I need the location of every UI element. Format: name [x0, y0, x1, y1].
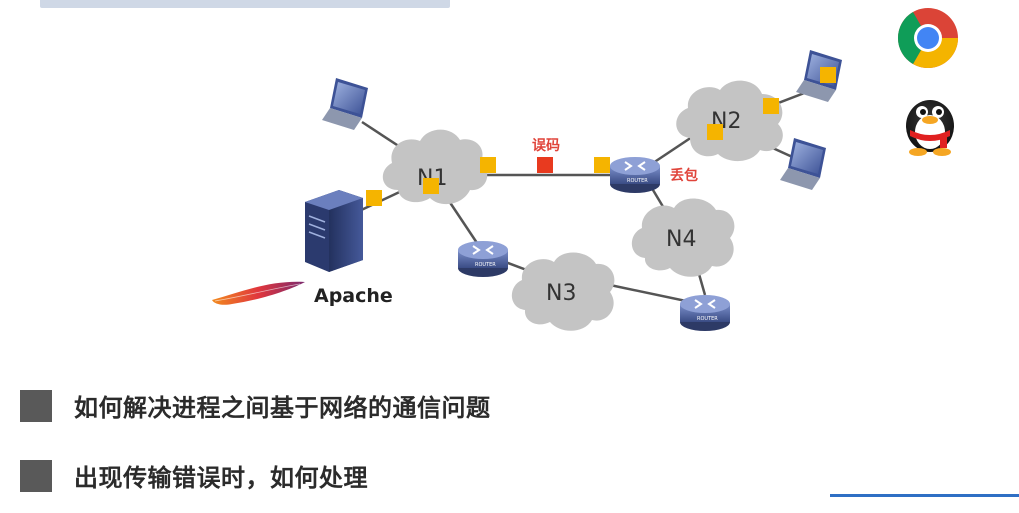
- cloud-label-n4: N4: [666, 227, 696, 252]
- cloud-n4: N4: [631, 198, 735, 277]
- qq-penguin-icon: [906, 100, 954, 156]
- router-n3-left: ROUTER: [458, 241, 508, 277]
- packet: [423, 178, 439, 194]
- bullet-text: 出现传输错误时，如何处理: [74, 464, 368, 492]
- cloud-n2: N2: [676, 80, 783, 162]
- cloud-n3: N3: [511, 252, 615, 331]
- laptop-right: [780, 138, 826, 190]
- error-label: 误码: [532, 138, 560, 154]
- bullet-square-icon: [20, 389, 52, 422]
- cloud-label-n3: N3: [546, 281, 576, 306]
- router-caption: ROUTER: [627, 178, 648, 184]
- accent-underline: [830, 494, 1019, 497]
- router-caption: ROUTER: [475, 262, 496, 268]
- apache-label: Apache: [314, 285, 393, 307]
- bullet-item: 如何解决进程之间基于网络的通信问题: [20, 388, 491, 423]
- packet: [763, 98, 779, 114]
- slide-title-partial: [40, 0, 450, 8]
- bullet-square-icon: [20, 459, 52, 492]
- apache-feather-icon: [212, 281, 305, 305]
- bullet-item: 出现传输错误时，如何处理: [20, 458, 368, 493]
- packet-error: [537, 157, 553, 173]
- server-icon: [305, 190, 363, 272]
- packet: [480, 157, 496, 173]
- laptop-top-left: [322, 78, 368, 130]
- packet-loss-label: 丢包: [670, 167, 698, 184]
- packet: [594, 157, 610, 173]
- router-top: ROUTER: [610, 157, 660, 193]
- packet: [820, 67, 836, 83]
- bullet-text: 如何解决进程之间基于网络的通信问题: [74, 394, 491, 422]
- router-bottom-right: ROUTER: [680, 295, 730, 331]
- packets: [366, 67, 836, 206]
- chrome-browser-icon: [897, 8, 958, 69]
- packet: [707, 124, 723, 140]
- packet: [366, 190, 382, 206]
- router-caption: ROUTER: [697, 316, 718, 322]
